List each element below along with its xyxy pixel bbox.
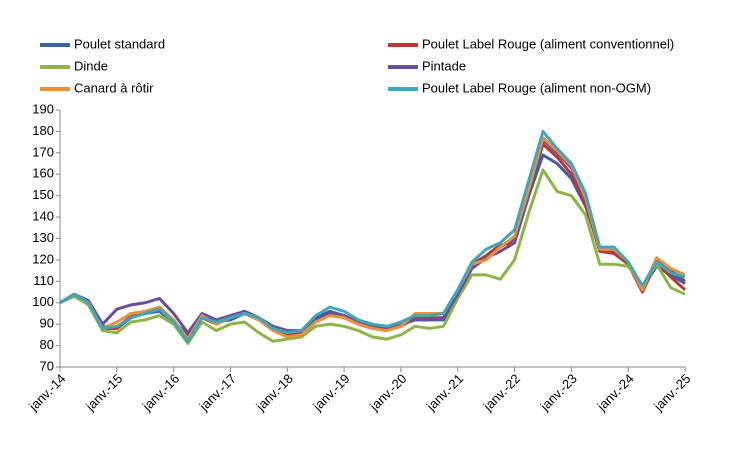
legend-label: Poulet standard xyxy=(74,36,165,51)
legend-label: Pintade xyxy=(422,58,466,73)
x-tick-label: janv.-24 xyxy=(593,371,636,414)
y-tick-label: 150 xyxy=(32,187,54,202)
y-tick-label: 90 xyxy=(40,316,54,331)
y-tick-label: 70 xyxy=(40,358,54,373)
x-tick-label: janv.-25 xyxy=(650,371,693,414)
x-tick-label: janv.-19 xyxy=(309,371,352,414)
x-tick-label: janv.-18 xyxy=(252,371,295,414)
x-tick-label: janv.-20 xyxy=(366,371,409,414)
y-tick-label: 190 xyxy=(32,101,54,116)
y-tick-label: 120 xyxy=(32,251,54,266)
x-tick-label: janv.-16 xyxy=(139,371,182,414)
x-tick-label: janv.-21 xyxy=(423,371,466,414)
legend-label: Poulet Label Rouge (aliment non-OGM) xyxy=(422,80,651,95)
y-tick-label: 170 xyxy=(32,144,54,159)
series-line xyxy=(59,129,686,343)
y-tick-label: 80 xyxy=(40,337,54,352)
y-tick-label: 180 xyxy=(32,123,54,138)
y-tick-label: 100 xyxy=(32,294,54,309)
x-tick-label: janv.-23 xyxy=(537,371,580,414)
x-tick-label: janv.-14 xyxy=(25,371,68,414)
x-tick-label: janv.-22 xyxy=(480,371,523,414)
series-line xyxy=(59,168,686,345)
x-tick-label: janv.-15 xyxy=(82,371,125,414)
legend-label: Poulet Label Rouge (aliment conventionne… xyxy=(422,36,674,51)
series-line xyxy=(59,136,686,341)
x-tick-label: janv.-17 xyxy=(196,371,239,414)
y-tick-label: 140 xyxy=(32,209,54,224)
y-tick-label: 160 xyxy=(32,166,54,181)
y-tick-label: 130 xyxy=(32,230,54,245)
legend-label: Dinde xyxy=(74,58,108,73)
legend-label: Canard à rôtir xyxy=(74,80,154,95)
y-tick-label: 110 xyxy=(33,273,54,288)
